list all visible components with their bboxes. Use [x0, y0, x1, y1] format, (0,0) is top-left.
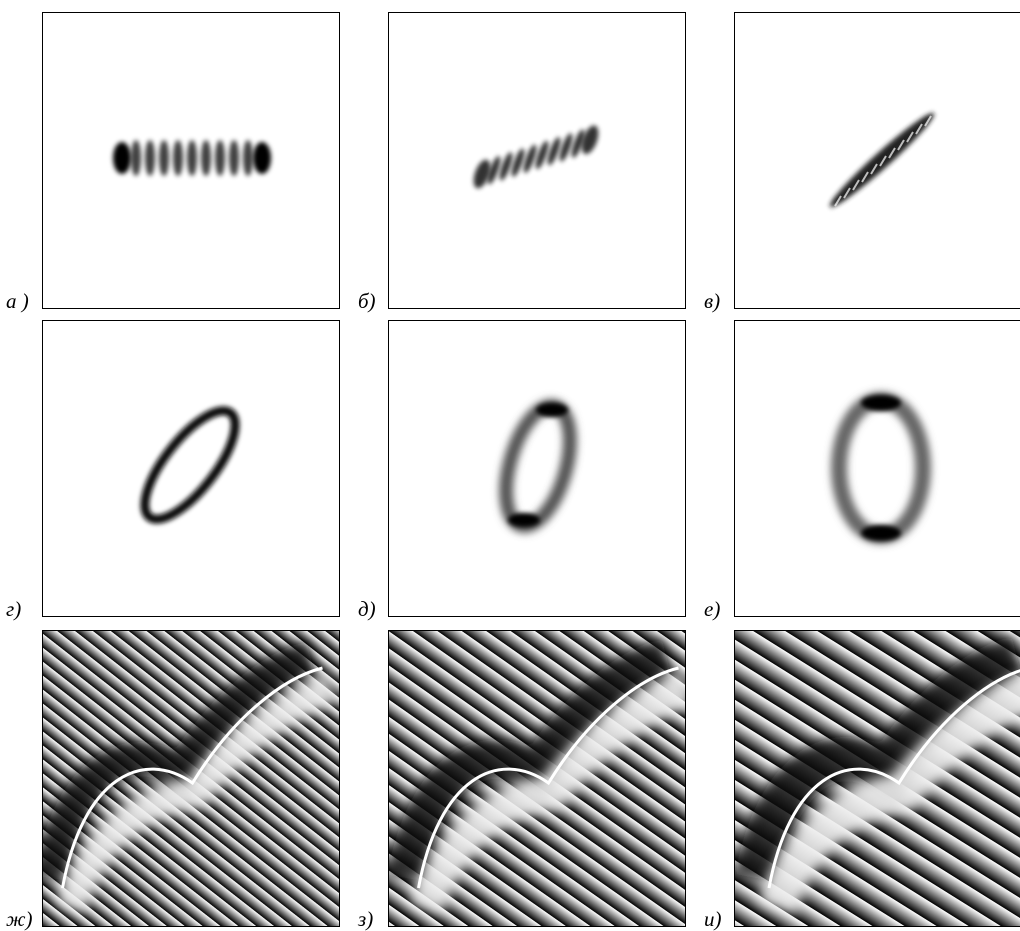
fringe [521, 143, 539, 174]
fringe [145, 140, 155, 176]
ring-cap [861, 395, 901, 411]
fringe [173, 140, 183, 176]
ring [839, 400, 923, 536]
panel-label: г) [6, 597, 21, 621]
fringe [187, 140, 197, 176]
fringe [497, 151, 515, 182]
panel-label: д) [358, 597, 376, 621]
thin-ellipse [825, 107, 940, 213]
figure: а ) б) в) г) д) е) ж) з) и) [0, 0, 1020, 931]
panel-label: е) [704, 597, 720, 621]
panel-label: б) [358, 289, 376, 313]
panel-label: и) [704, 907, 722, 931]
fringe [509, 147, 527, 178]
fringe [253, 142, 271, 174]
fringe [201, 140, 211, 176]
fringe [131, 140, 141, 176]
panel-frame [389, 321, 686, 617]
ring-cap [536, 403, 568, 417]
fringe [113, 142, 131, 174]
ring [494, 399, 582, 534]
phase-map [388, 630, 687, 926]
fringe [159, 140, 169, 176]
fringe [557, 132, 575, 163]
fringe [229, 140, 239, 176]
ring [130, 398, 251, 533]
fringe [533, 140, 551, 171]
panel-label: ж) [6, 907, 33, 931]
panel-frame [735, 321, 1020, 617]
fringe [243, 140, 253, 176]
panel-frame [43, 321, 340, 617]
fringe [215, 140, 225, 176]
ring-cap [861, 525, 901, 541]
panel-label: а ) [6, 289, 29, 313]
phase-map [734, 630, 1020, 926]
fringe [545, 136, 563, 167]
ring-cap [508, 513, 540, 527]
phase-map [42, 630, 339, 926]
panel-label: в) [704, 289, 720, 313]
panel-label: з) [357, 907, 373, 931]
